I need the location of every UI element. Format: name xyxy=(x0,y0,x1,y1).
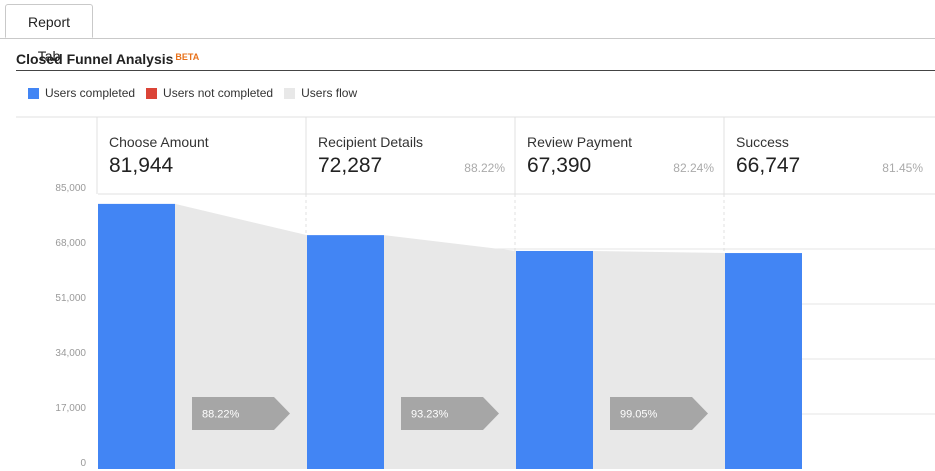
tab-report[interactable]: Report Tab xyxy=(5,4,93,64)
conversion-label: 99.05% xyxy=(620,409,658,421)
y-tick-label: 0 xyxy=(80,458,86,469)
users-flow-area xyxy=(593,250,725,469)
stage-percent: 82.24% xyxy=(673,161,714,175)
legend-label-not-completed: Users not completed xyxy=(163,86,274,100)
legend-label-completed: Users completed xyxy=(45,86,136,100)
y-tick-label: 34,000 xyxy=(55,348,86,359)
report-title-text: Closed Funnel Analysis xyxy=(16,51,174,67)
stage-count: 81,944 xyxy=(109,154,174,177)
beta-badge: BETA xyxy=(175,52,200,62)
stage-count: 67,390 xyxy=(527,154,591,177)
conversion-label: 88.22% xyxy=(202,409,240,421)
conversion-arrow xyxy=(401,397,499,430)
legend-item-not-completed[interactable]: Users not completed xyxy=(146,86,273,100)
stage-percent: 81.45% xyxy=(882,161,923,175)
y-tick-label: 85,000 xyxy=(55,183,86,194)
bar-users-completed xyxy=(516,250,593,469)
stage-name: Success xyxy=(736,134,789,150)
title-divider xyxy=(16,70,935,71)
y-tick-label: 17,000 xyxy=(55,403,86,414)
legend-swatch-not-completed xyxy=(146,87,158,99)
stage-name: Choose Amount xyxy=(109,134,209,150)
legend-swatch-completed xyxy=(28,87,39,99)
conversion-arrow xyxy=(610,397,708,430)
stage-percent: 88.22% xyxy=(464,161,505,175)
chart-legend: Users completed Users not completed User… xyxy=(28,85,368,101)
conversion-arrow xyxy=(192,397,290,430)
bar-users-completed xyxy=(725,253,802,469)
conversion-label: 93.23% xyxy=(411,409,449,421)
report-title: Closed Funnel Analysis BETA xyxy=(16,51,199,67)
legend-swatch-flow xyxy=(284,87,296,99)
stage-name: Review Payment xyxy=(527,134,632,150)
legend-label-flow: Users flow xyxy=(301,86,358,100)
y-tick-label: 51,000 xyxy=(55,293,86,304)
stage-name: Recipient Details xyxy=(318,134,423,150)
users-flow-area xyxy=(384,235,516,469)
bar-users-completed xyxy=(98,203,175,469)
tab-bar: Report Tab xyxy=(0,0,935,64)
stage-count: 66,747 xyxy=(736,154,800,177)
legend-item-flow[interactable]: Users flow xyxy=(284,86,357,100)
bar-users-completed xyxy=(307,235,384,469)
y-tick-label: 68,000 xyxy=(55,238,86,249)
legend-item-completed[interactable]: Users completed xyxy=(28,86,135,100)
stage-count: 72,287 xyxy=(318,154,382,177)
